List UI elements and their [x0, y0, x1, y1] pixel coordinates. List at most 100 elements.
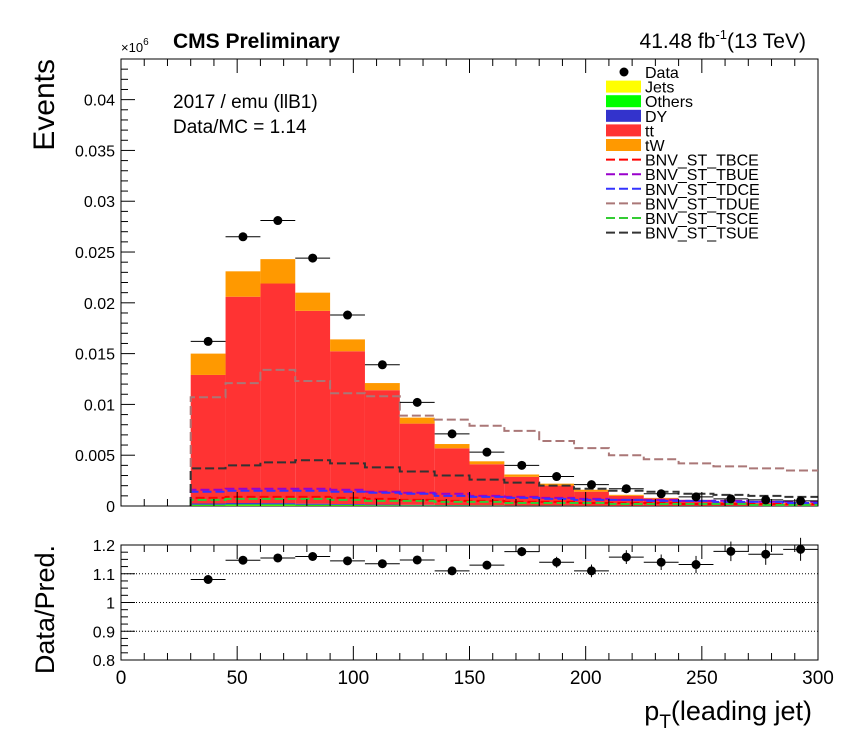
- stack-bar-dy-3: [295, 503, 331, 505]
- ratio-point-15: [726, 546, 736, 556]
- legend-label-dy: DY: [645, 109, 668, 126]
- x-tick-label-3: 150: [454, 668, 486, 689]
- stack-bar-others-0: [190, 504, 226, 506]
- legend: DataJetsOthersDYtttWBNV_ST_TBCEBNV_ST_TB…: [606, 65, 760, 243]
- legend-label-bnv-st-tbue: BNV_ST_TBUE: [645, 167, 759, 184]
- y-scale-exponent: 6: [143, 37, 149, 48]
- signal-line-bnv-st-tbce: [189, 495, 818, 506]
- stack-bar-tt-8: [469, 464, 505, 506]
- ratio-point-11: [586, 566, 596, 576]
- data-point-5: [377, 360, 387, 370]
- legend-marker-data: [619, 67, 629, 77]
- stack-bar-tw-8: [469, 461, 505, 465]
- data-point-3: [308, 253, 318, 263]
- ratio-point-13: [656, 557, 666, 567]
- stack-bar-tw-9: [504, 474, 540, 477]
- data-point-15: [726, 494, 736, 504]
- stack-bar-tt-0: [190, 374, 226, 504]
- signal-line-bnv-st-tdue: [189, 368, 818, 506]
- stack-bar-others-1: [225, 504, 261, 506]
- ratio-point-14: [691, 560, 701, 570]
- data-point-9: [517, 460, 527, 470]
- ratio-point-16: [761, 549, 771, 559]
- stack-bar-tw-6: [399, 417, 435, 424]
- main-y-tick-label-4: 0.02: [84, 296, 115, 313]
- ratio-point-5: [377, 559, 387, 569]
- ratio-point-12: [621, 552, 631, 562]
- stack-bar-tw-5: [364, 383, 400, 391]
- main-plot-axes: 0 0.005 0.01 0.015 0.02 0.025 0.03 0.035 0.04: [75, 59, 819, 516]
- ratio-point-9: [517, 547, 527, 557]
- data-point-13: [656, 489, 666, 499]
- ratio-point-2: [273, 553, 283, 563]
- ratio-y-tick-label-4: 1.2: [93, 538, 115, 555]
- legend-label-tt: tt: [645, 123, 654, 140]
- experiment-label: CMS Preliminary: [173, 30, 340, 53]
- ratio-point-7: [447, 566, 457, 576]
- main-y-tick-label-1: 0.005: [75, 448, 115, 465]
- data-point-14: [691, 492, 701, 502]
- stack-bar-tw-7: [434, 444, 470, 449]
- ratio-y-tick-label-2: 1: [106, 596, 115, 613]
- stack-bar-tw-12: [608, 494, 644, 496]
- main-y-tick-label-3: 0.015: [75, 347, 115, 364]
- stack-bar-tt-4: [330, 351, 365, 505]
- legend-label-bnv-st-tsce: BNV_ST_TSCE: [645, 211, 759, 228]
- stack-bar-tt-9: [504, 476, 540, 506]
- stack-bar-others-4: [330, 504, 365, 506]
- x-tick-label-5: 250: [686, 668, 718, 689]
- main-y-tick-label-5: 0.025: [75, 245, 115, 262]
- main-y-tick-label-8: 0.04: [84, 93, 115, 110]
- stack-bar-tw-0: [190, 353, 226, 375]
- legend-label-bnv-st-tdue: BNV_ST_TDUE: [645, 196, 760, 213]
- data-point-6: [412, 397, 422, 407]
- stack-bar-dy-2: [260, 503, 296, 505]
- ratio-y-tick-label-3: 1.1: [93, 567, 115, 584]
- lumi-label: 41.48 fb-1(13 TeV): [640, 27, 806, 53]
- stack-bar-others-5: [364, 505, 400, 506]
- ratio-y-tick-label-0: 0.8: [93, 653, 115, 670]
- data-point-17: [796, 496, 806, 506]
- legend-label-bnv-st-tdce: BNV_ST_TDCE: [645, 182, 760, 199]
- stack-bar-dy-1: [225, 503, 261, 505]
- main-y-tick-label-7: 0.035: [75, 143, 115, 160]
- stack-bar-dy-0: [190, 503, 226, 505]
- legend-swatch-dy: [606, 109, 641, 122]
- legend-swatch-others: [606, 95, 641, 108]
- y-scale-factor: ×106: [121, 37, 149, 55]
- stack-bar-tt-1: [225, 296, 261, 504]
- ratio-point-6: [412, 555, 422, 565]
- data-mc-ratio-label: Data/MC = 1.14: [173, 117, 307, 138]
- stack-bar-tt-10: [539, 485, 575, 506]
- stack-bar-tw-3: [295, 292, 331, 311]
- legend-swatch-tt: [606, 124, 641, 137]
- legend-label-bnv-st-tsue: BNV_ST_TSUE: [645, 226, 759, 243]
- stack-bar-dy-6: [399, 504, 435, 506]
- stack-bar-tw-2: [260, 259, 296, 284]
- legend-label-bnv-st-tbce: BNV_ST_TBCE: [645, 153, 759, 170]
- data-point-0: [203, 336, 213, 346]
- ratio-y-axis-title: Data/Pred.: [30, 545, 60, 674]
- stack-bar-tw-1: [225, 271, 261, 297]
- stack-bar-others-2: [260, 504, 296, 506]
- data-point-1: [238, 232, 248, 242]
- ratio-point-10: [552, 557, 562, 567]
- x-tick-label-1: 50: [227, 668, 248, 689]
- stack-bar-tw-11: [574, 489, 609, 492]
- ratio-point-17: [796, 544, 806, 554]
- ratio-point-0: [203, 575, 213, 584]
- legend-label-jets: Jets: [645, 80, 674, 97]
- signal-line-bnv-st-tsue: [189, 459, 818, 506]
- main-plot-marks: [121, 216, 818, 507]
- data-point-12: [621, 484, 631, 494]
- stack-bar-tt-2: [260, 283, 296, 504]
- stack-bar-others-3: [295, 504, 331, 506]
- ratio-point-1: [238, 555, 248, 565]
- legend-label-tw: tW: [645, 138, 665, 155]
- stack-bar-tw-10: [539, 483, 575, 486]
- legend-label-others: Others: [645, 94, 693, 111]
- ratio-y-tick-label-1: 0.9: [93, 624, 115, 641]
- ratio-point-8: [482, 560, 492, 570]
- data-point-7: [447, 429, 457, 439]
